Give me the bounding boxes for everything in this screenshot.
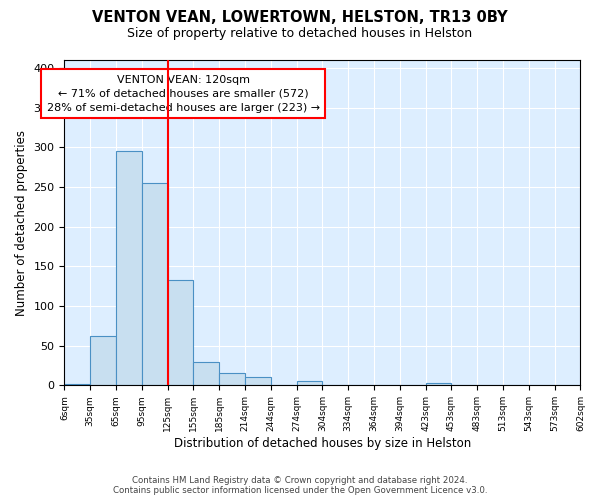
Text: Size of property relative to detached houses in Helston: Size of property relative to detached ho… [127,28,473,40]
Bar [167,280,193,386]
X-axis label: Distribution of detached houses by size in Helston: Distribution of detached houses by size … [174,437,471,450]
Bar [90,336,116,386]
Bar [219,372,245,386]
Bar [193,362,219,386]
Bar [116,152,142,386]
Text: VENTON VEAN: 120sqm
← 71% of detached houses are smaller (572)
28% of semi-detac: VENTON VEAN: 120sqm ← 71% of detached ho… [47,74,320,112]
Bar [64,384,90,386]
Text: VENTON VEAN, LOWERTOWN, HELSTON, TR13 0BY: VENTON VEAN, LOWERTOWN, HELSTON, TR13 0B… [92,10,508,25]
Bar [296,382,322,386]
Y-axis label: Number of detached properties: Number of detached properties [15,130,28,316]
Bar [142,183,167,386]
Bar [425,383,451,386]
Bar [245,376,271,386]
Text: Contains HM Land Registry data © Crown copyright and database right 2024.
Contai: Contains HM Land Registry data © Crown c… [113,476,487,495]
